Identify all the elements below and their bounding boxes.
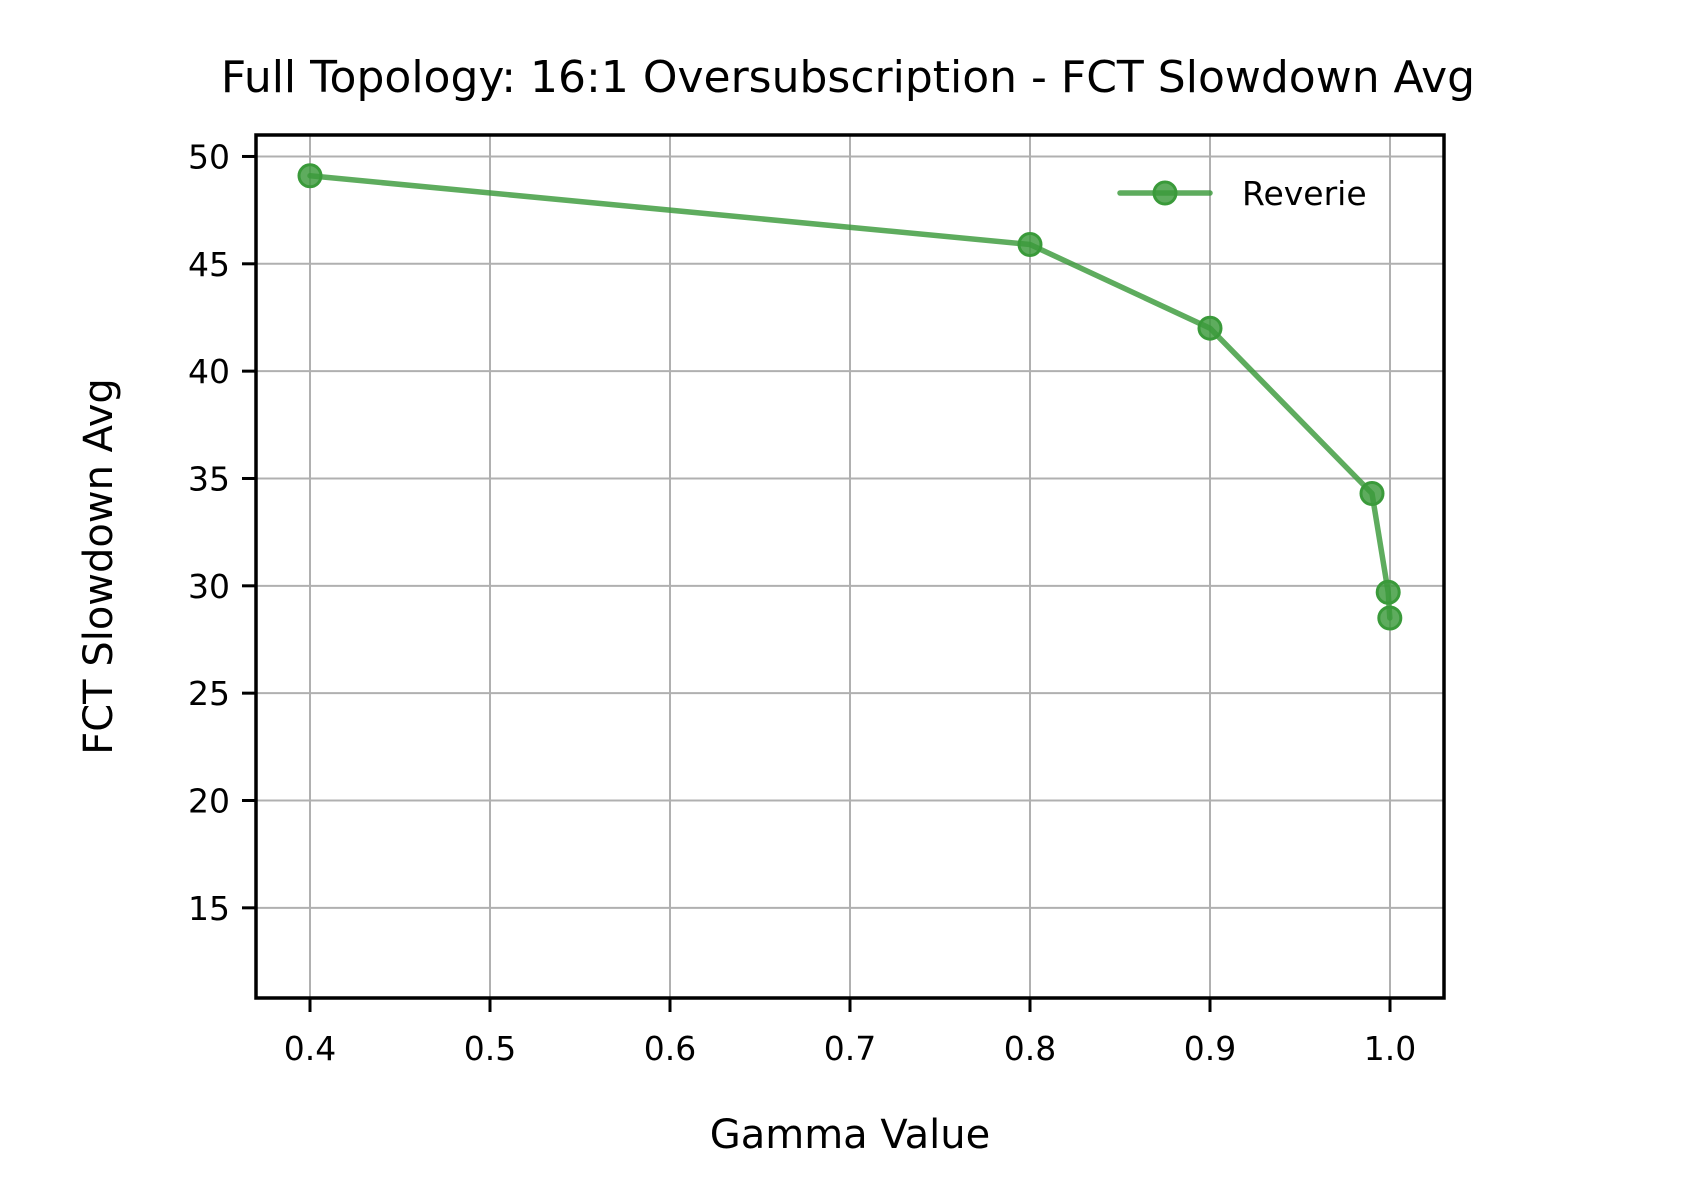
- x-axis-label: Gamma Value: [710, 1112, 991, 1158]
- data-point: [1017, 231, 1043, 257]
- data-point: [1359, 481, 1385, 507]
- y-tick-label: 45: [188, 245, 230, 284]
- data-point: [1375, 579, 1401, 605]
- axis-ticks: 0.4 0.5 0.6 0.7 0.8 0.9 1.0 15 20 25 30 35 40 45 50: [188, 137, 1416, 1068]
- legend-label: Reverie: [1242, 174, 1367, 213]
- x-tick-label: 0.4: [284, 1029, 336, 1068]
- chart-title: Full Topology: 16:1 Oversubscription - F…: [221, 52, 1475, 103]
- y-tick-label: 30: [188, 567, 230, 606]
- x-tick-label: 0.5: [464, 1029, 516, 1068]
- y-tick-label: 50: [188, 137, 230, 176]
- y-tick-label: 25: [188, 674, 230, 713]
- y-axis-label: FCT Slowdown Avg: [76, 378, 122, 755]
- data-point: [297, 163, 323, 189]
- legend: Reverie: [1117, 174, 1367, 213]
- y-tick-label: 35: [188, 459, 230, 498]
- y-tick-label: 40: [188, 352, 230, 391]
- y-tick-label: 15: [188, 889, 230, 928]
- x-tick-label: 0.8: [1004, 1029, 1056, 1068]
- x-tick-label: 0.6: [644, 1029, 696, 1068]
- x-tick-label: 0.9: [1184, 1029, 1236, 1068]
- series-layer: [297, 163, 1403, 631]
- data-point: [1197, 315, 1223, 341]
- y-tick-label: 20: [188, 781, 230, 820]
- grid-lines: [256, 135, 1444, 998]
- x-tick-label: 1.0: [1364, 1029, 1416, 1068]
- legend-marker: [1152, 180, 1178, 206]
- x-tick-label: 0.7: [824, 1029, 876, 1068]
- data-point: [1377, 605, 1403, 631]
